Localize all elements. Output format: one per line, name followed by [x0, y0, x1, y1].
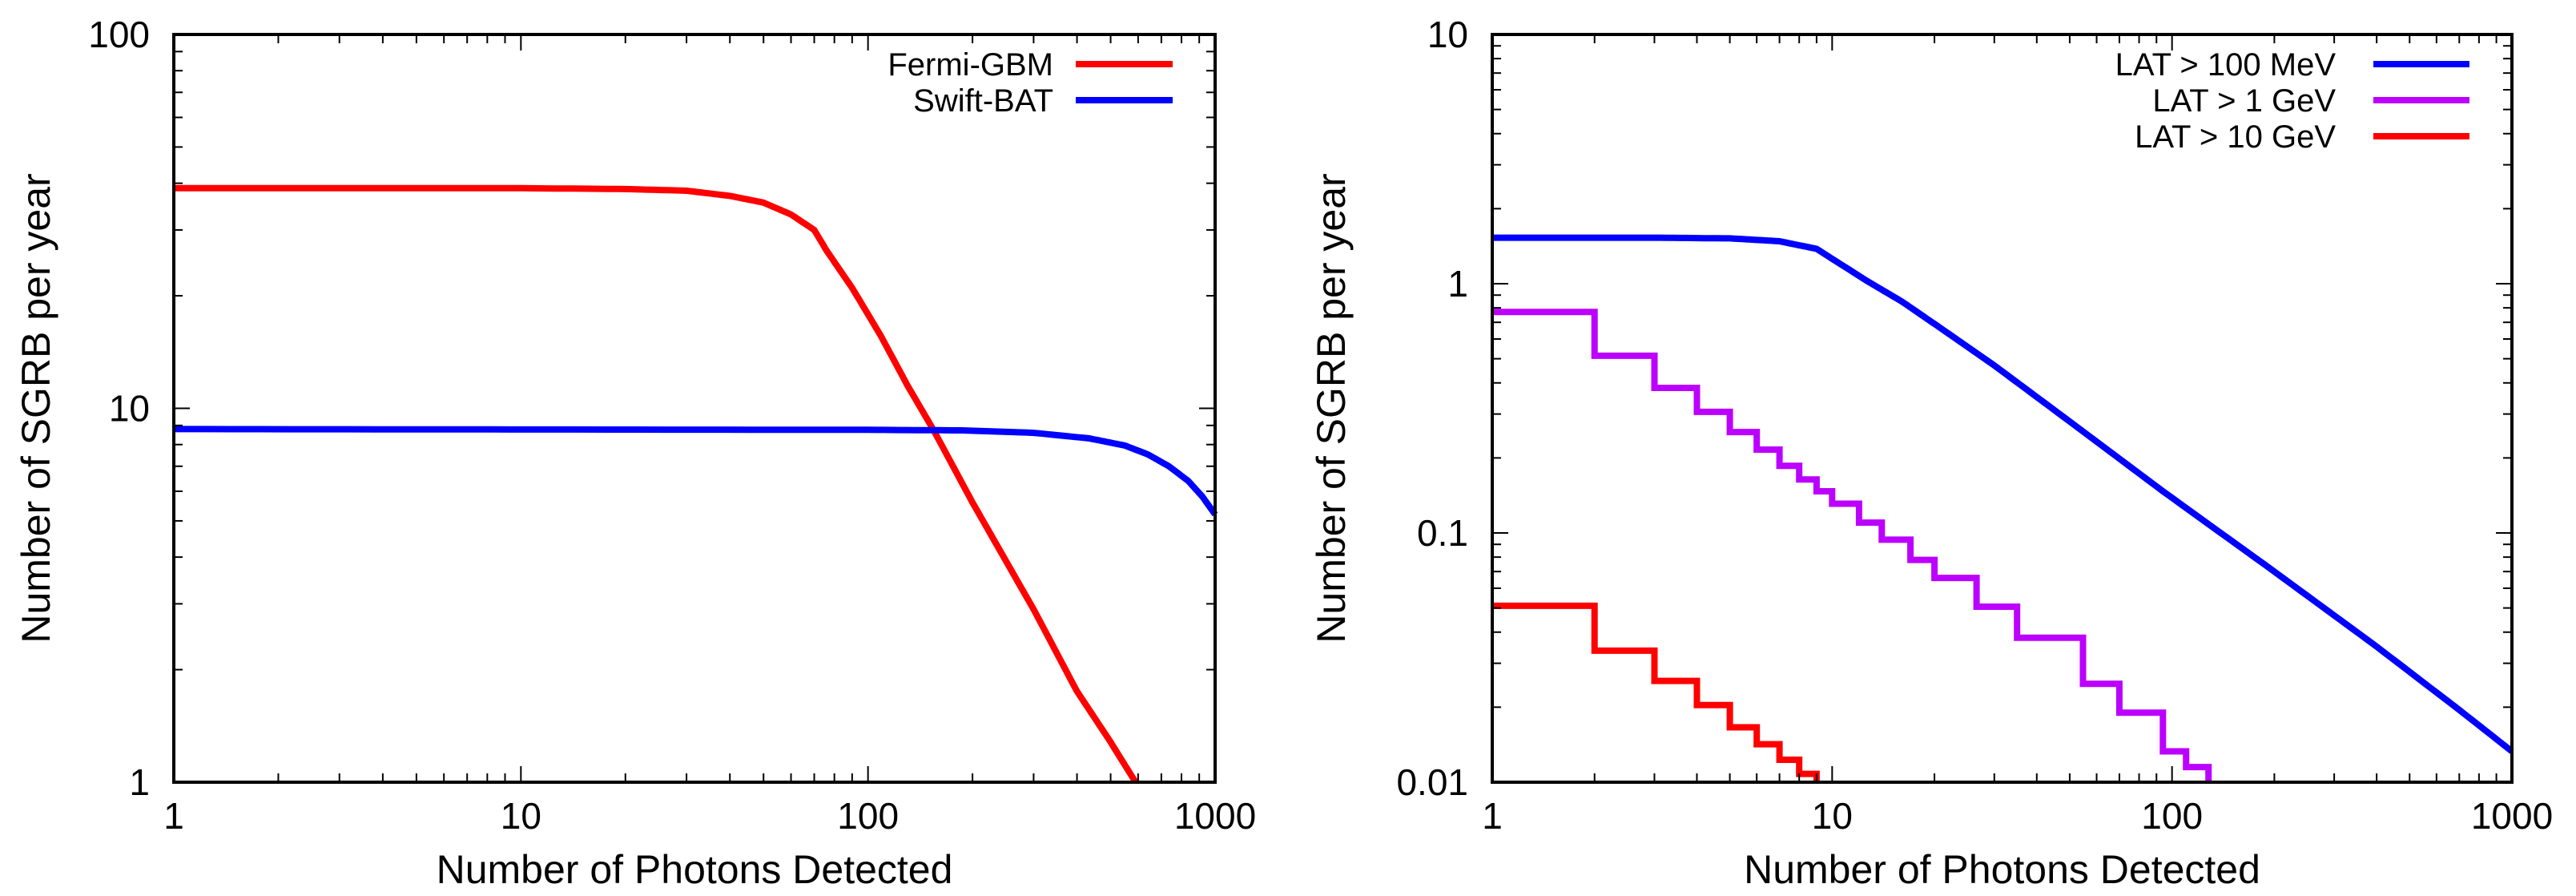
y-axis-label: Number of SGRB per year	[1309, 173, 1354, 643]
y-tick-label: 0.01	[1396, 761, 1468, 803]
legend-label: LAT > 100 MeV	[2115, 47, 2337, 83]
y-tick-labels: 0.01 0.1 1 10	[1396, 14, 1468, 803]
plot-area	[174, 184, 1218, 785]
y-tick-label: 1	[1447, 263, 1468, 305]
legend-label: LAT > 1 GeV	[2152, 83, 2336, 119]
plot-frame	[172, 33, 1217, 784]
right-panel-lat: 0.01 0.1 1 10 1 10 100 1000 Number of Photons …	[1309, 14, 2553, 892]
series-line-lat-10-gev	[1492, 602, 1820, 782]
x-tick-label: 10	[1812, 795, 1853, 837]
legend-label: Swift-BAT	[913, 83, 1053, 119]
series-line-swift-bat	[174, 426, 1218, 517]
y-tick-label: 10	[1427, 14, 1468, 55]
y-axis-label: Number of SGRB per year	[14, 173, 58, 643]
x-tick-label: 1	[1482, 795, 1503, 837]
plot-area	[1492, 234, 2514, 782]
legend-label: LAT > 10 GeV	[2135, 119, 2336, 155]
left-panel-fermi-swift: 1 10 100 1 10 100 1000 Number of Photons Dete…	[14, 14, 1256, 892]
series-line-fermi-gbm	[174, 184, 1139, 785]
series-line-lat-100-mev	[1492, 234, 2514, 754]
x-tick-label: 100	[2141, 795, 2203, 837]
x-axis-label: Number of Photons Detected	[437, 847, 953, 892]
x-tick-labels: 1 10 100 1000	[163, 795, 1256, 837]
y-tick-label: 0.1	[1417, 512, 1468, 554]
x-tick-label: 100	[837, 795, 899, 837]
y-tick-labels: 1 10 100	[88, 14, 150, 803]
y-tick-label: 1	[129, 761, 150, 803]
axis-ticks	[1491, 34, 2513, 783]
x-tick-label: 1	[163, 795, 184, 837]
series-line-lat-1-gev	[1492, 309, 2212, 782]
y-tick-label: 100	[88, 14, 150, 55]
x-tick-label: 1000	[2471, 795, 2553, 837]
x-tick-label: 1000	[1174, 795, 1256, 837]
axis-ticks	[173, 34, 1216, 783]
x-axis-label: Number of Photons Detected	[1744, 847, 2260, 892]
y-tick-label: 10	[109, 388, 150, 430]
x-tick-labels: 1 10 100 1000	[1482, 795, 2553, 837]
legend-label: Fermi-GBM	[888, 47, 1053, 83]
x-tick-label: 10	[501, 795, 541, 837]
plot-frame	[1491, 33, 2514, 784]
